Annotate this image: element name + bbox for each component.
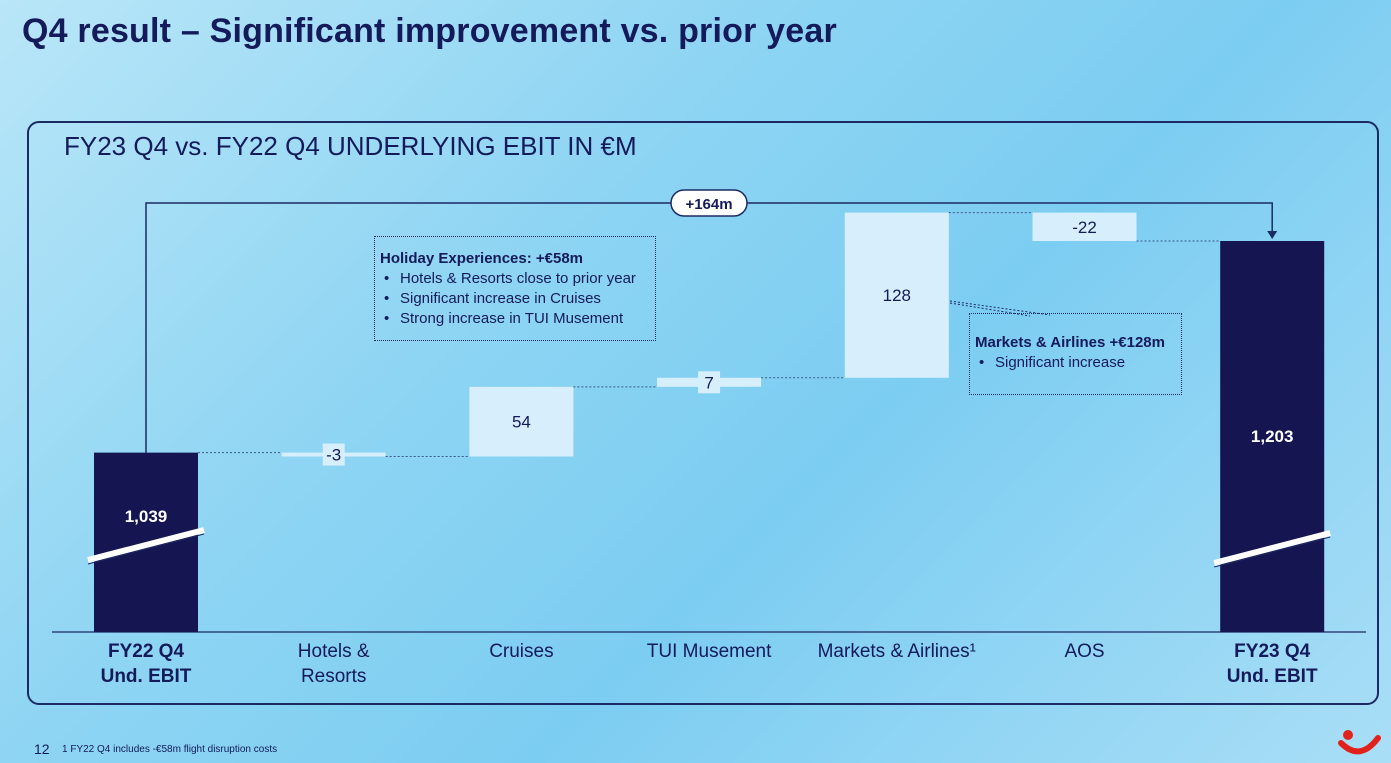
delta-label-bg — [322, 443, 345, 466]
x-tick-label: AOS — [1064, 641, 1104, 662]
delta-bar — [844, 212, 949, 378]
markets-callout-heading: Markets & Airlines +€128m — [975, 334, 1165, 351]
x-tick-label: FY23 Q4 — [1234, 641, 1310, 662]
holiday-callout-item: Hotels & Resorts close to prior year — [380, 269, 655, 289]
arrow-head-icon — [1267, 231, 1278, 239]
axis-break-mark — [87, 527, 205, 563]
bar-value-label: 1,203 — [1251, 427, 1294, 446]
tui-smile-logo-icon — [1338, 730, 1381, 755]
bar-value-label: 128 — [883, 286, 911, 305]
axis-break-mark — [1213, 530, 1331, 566]
x-tick-label: Hotels & — [298, 641, 370, 662]
chart-panel — [27, 121, 1379, 705]
bar-value-label: -22 — [1072, 218, 1097, 237]
page-number: 12 — [34, 741, 50, 757]
chart-title: FY23 Q4 vs. FY22 Q4 UNDERLYING EBIT IN €… — [64, 131, 637, 161]
bar-value-label: 54 — [512, 413, 531, 432]
delta-bar — [469, 386, 574, 457]
x-tick-label: Resorts — [301, 666, 366, 687]
bar-value-label: 7 — [704, 373, 713, 392]
x-tick-label: Markets & Airlines¹ — [818, 641, 976, 662]
x-tick-label: Cruises — [489, 641, 553, 662]
x-tick-label: Und. EBIT — [101, 666, 192, 687]
markets-callout-item: Significant increase — [975, 353, 1181, 373]
overall-change-badge — [670, 189, 748, 217]
total-bar — [1220, 241, 1325, 632]
callout-pointer — [949, 300, 1051, 316]
delta-bar — [1032, 212, 1137, 241]
slide-title: Q4 result – Significant improvement vs. … — [22, 12, 837, 50]
delta-label-bg — [698, 371, 721, 394]
holiday-callout-item: Strong increase in TUI Musement — [380, 309, 655, 329]
callout-pointer — [949, 302, 1031, 317]
bar-value-label: -3 — [326, 446, 341, 465]
holiday-callout-heading: Holiday Experiences: +€58m — [380, 250, 584, 267]
holiday-experiences-callout: Holiday Experiences: +€58m Hotels & Reso… — [374, 236, 656, 341]
x-tick-label: Und. EBIT — [1227, 666, 1318, 687]
holiday-callout-item: Significant increase in Cruises — [380, 289, 655, 309]
bar-value-label: 1,039 — [125, 507, 168, 526]
overall-change-label: +164m — [685, 196, 732, 213]
x-tick-label: FY22 Q4 — [108, 641, 184, 662]
footnote: 1 FY22 Q4 includes -€58m flight disrupti… — [62, 744, 278, 755]
axis-break-edge — [1214, 536, 1331, 568]
axis-break-edge — [87, 533, 205, 565]
x-tick-label: TUI Musement — [647, 641, 772, 662]
markets-airlines-callout: Markets & Airlines +€128m Significant in… — [969, 313, 1182, 395]
